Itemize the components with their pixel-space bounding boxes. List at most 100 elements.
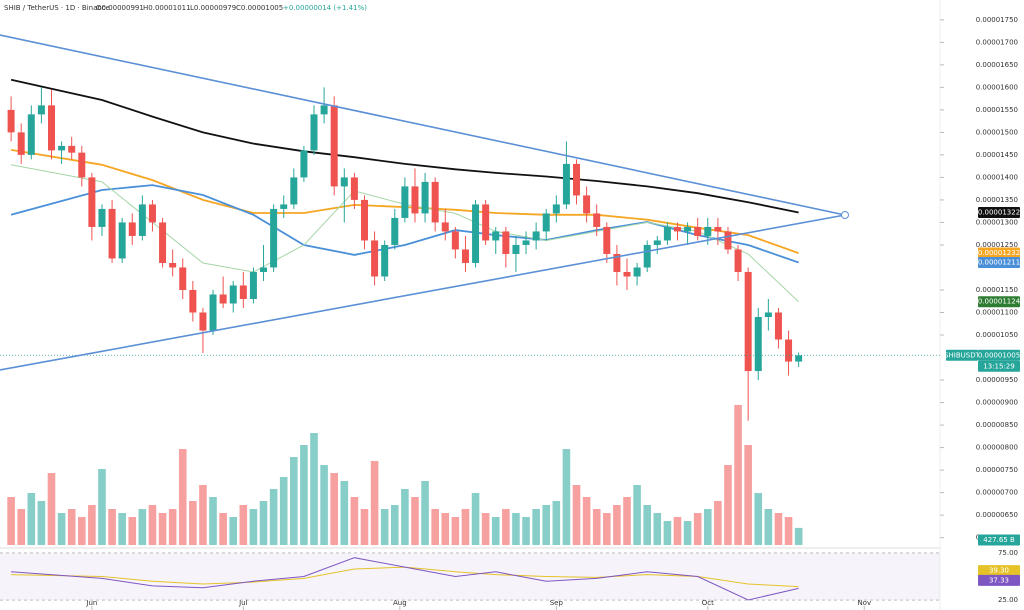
volume-bar [47, 473, 56, 545]
candle-body [239, 285, 247, 299]
candle-body [653, 240, 661, 245]
candle-body [542, 213, 550, 232]
price-tag-label: 0.00001322 [978, 209, 1020, 217]
candle-body [623, 271, 631, 277]
volume-bar [269, 489, 278, 545]
volume-bar [451, 517, 460, 545]
volume-bar [279, 477, 288, 545]
moving-average [10, 78, 799, 214]
x-tick-label: Oct [702, 599, 714, 607]
candle-body [98, 208, 106, 227]
volume-bar [128, 517, 137, 545]
y-tick-label: 0.00001500 [976, 128, 1018, 136]
price-tag [978, 574, 1020, 586]
y-tick-label: 0.00000700 [976, 489, 1018, 497]
price-tag [978, 349, 1020, 361]
volume-bar [754, 493, 763, 545]
candle-body [421, 181, 429, 214]
volume-bar [239, 505, 248, 545]
price-tag-label: 39.30 [989, 567, 1009, 575]
candle-body [330, 105, 338, 187]
candle-body [159, 222, 167, 263]
candle-body [7, 109, 15, 133]
volume-bar [209, 497, 217, 545]
candle-body [320, 105, 328, 115]
candle-body [58, 145, 66, 151]
candle-body [613, 253, 621, 272]
candle-body [27, 114, 35, 155]
candle-body [169, 262, 177, 268]
volume-bar [633, 485, 641, 545]
price-tag-label: 427.65 B [983, 536, 1015, 544]
x-tick-label: Aug [393, 599, 407, 607]
volume-bar [148, 505, 157, 545]
candle-body [472, 204, 480, 263]
y-tick-label: 0.00000850 [976, 421, 1018, 429]
volume-bar [724, 465, 732, 545]
volume-bar [421, 481, 429, 545]
candle-body [300, 150, 308, 178]
candle-body [68, 145, 76, 153]
moving-average [11, 164, 799, 303]
price-tag-label: 37.33 [989, 576, 1009, 584]
volume-bar [199, 485, 207, 545]
candle-body [128, 222, 136, 236]
candle-body [795, 355, 803, 362]
candle-body [280, 204, 288, 209]
rsi-band [0, 552, 940, 601]
candle-body [492, 231, 500, 241]
rsi-tick-label: 25.00 [998, 596, 1018, 604]
volume-bar [703, 509, 712, 545]
candle-body [37, 105, 45, 115]
volume-bar [794, 527, 803, 545]
y-tick-label: 0.00001350 [976, 196, 1018, 204]
volume-bar [320, 465, 328, 545]
volume-bar [744, 445, 752, 545]
volume-bar [512, 513, 520, 545]
candle-body [673, 226, 681, 232]
volume-bar [310, 433, 318, 545]
y-tick-label: 0.00001250 [976, 241, 1018, 249]
y-tick-label: 0.00000950 [976, 376, 1018, 384]
volume-bar [27, 493, 36, 545]
volume-bar [98, 469, 106, 545]
price-tag-label: 13:15:29 [983, 362, 1014, 370]
price-tag-label: 0.00001211 [978, 259, 1020, 267]
price-tag [946, 349, 978, 361]
volume-bar [411, 497, 419, 545]
price-tag-label: 0.00001232 [978, 249, 1020, 257]
volume-bar [178, 449, 187, 545]
candle-body [350, 177, 358, 200]
y-tick-label: 0.00001600 [976, 83, 1018, 91]
candle-body [522, 240, 530, 245]
price-tag-label: SHIBUSDT [944, 351, 981, 359]
volume-bar [461, 509, 470, 545]
volume-bar [138, 509, 147, 545]
candle-body [663, 226, 671, 241]
volume-bar [613, 505, 621, 545]
candle-body [431, 181, 439, 223]
candle-body [593, 213, 601, 227]
rsi-line [11, 557, 799, 601]
price-tag-label: 0.00001005 [978, 351, 1020, 359]
candle-body [209, 294, 217, 331]
volume-bar [714, 501, 722, 545]
y-tick-label: 0.00001550 [976, 106, 1018, 114]
candle-body [118, 222, 126, 259]
candle-body [249, 271, 257, 299]
volume-bar [562, 449, 571, 545]
volume-bar [653, 513, 662, 545]
candle-body [714, 226, 722, 232]
volume-bar [219, 513, 227, 545]
price-tag [978, 565, 1020, 577]
volume-bar [592, 509, 601, 545]
volume-bar [693, 513, 702, 545]
volume-bar [663, 521, 672, 545]
candle-body [724, 231, 732, 250]
x-tick-label: Jun [85, 599, 97, 607]
candle-body [694, 226, 702, 236]
volume-bar [77, 517, 86, 545]
y-tick-label: 0.00001400 [976, 173, 1018, 181]
y-tick-label: 0.00001100 [976, 308, 1018, 316]
